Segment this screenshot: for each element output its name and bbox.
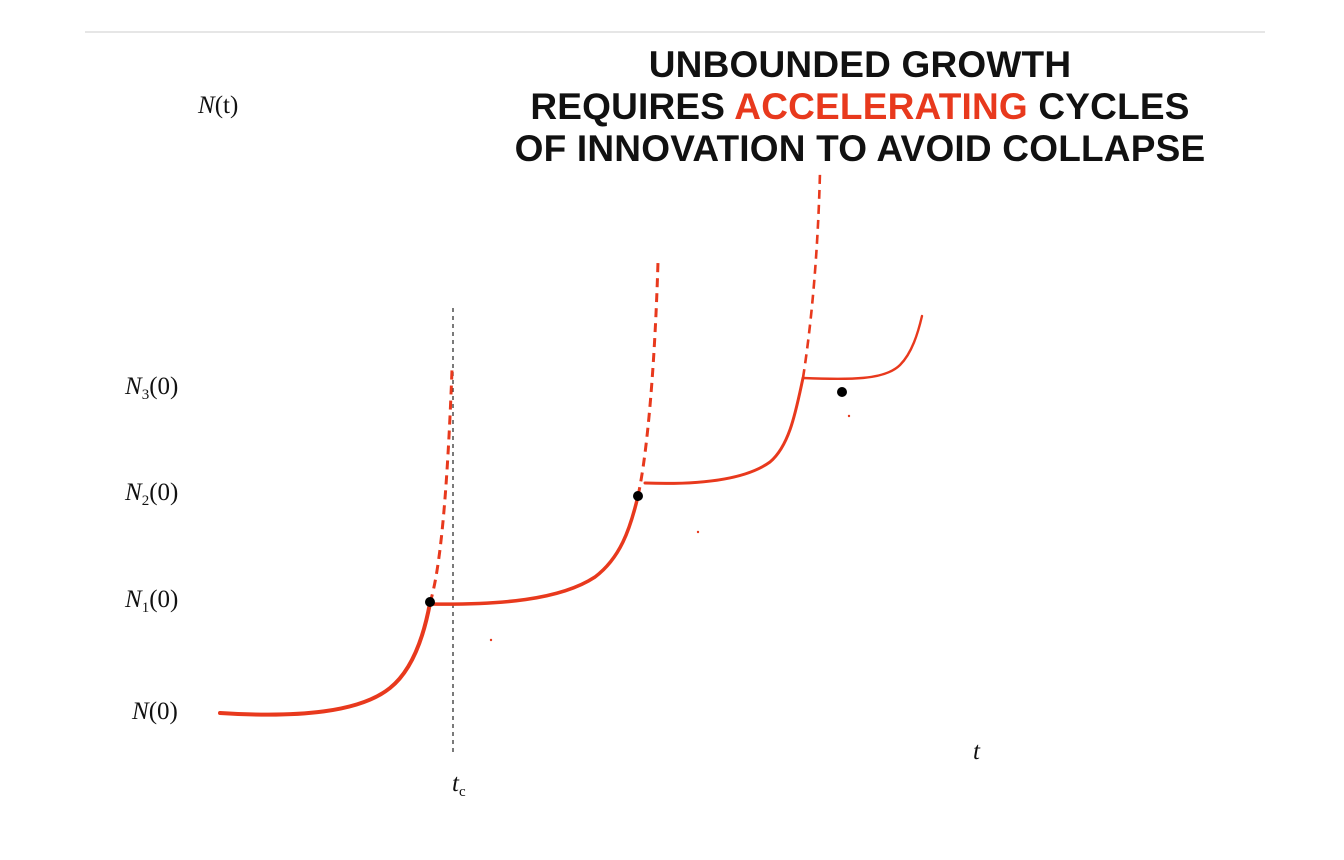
transition-point-3	[837, 387, 847, 397]
singularity-branch-1	[636, 261, 660, 497]
level-label-0: N(0)	[132, 698, 178, 725]
singularity-branch-0	[428, 369, 454, 604]
stray-mark	[847, 414, 851, 418]
growth-curve-cycle-1	[428, 494, 640, 606]
title-line-3: OF INNOVATION TO AVOID COLLAPSE	[514, 128, 1206, 169]
stray-mark	[696, 530, 700, 534]
growth-curve-cycle-2	[643, 376, 805, 485]
level-label-2: N2(0)	[125, 479, 179, 509]
title-line-2-start: REQUIRES	[530, 86, 735, 127]
level-label-3: N3(0)	[125, 373, 179, 403]
singularity-branch-2	[801, 171, 822, 379]
growth-curve-cycle-0	[218, 601, 432, 717]
title-line-2-end: CYCLES	[1027, 86, 1190, 127]
stray-mark	[489, 638, 493, 642]
transition-point-2	[633, 491, 643, 501]
transition-point-1	[425, 597, 435, 607]
title-line-1: UNBOUNDED GROWTH	[648, 44, 1072, 85]
top-divider	[85, 31, 1265, 33]
slide-title: UNBOUNDED GROWTH REQUIRES ACCELERATING C…	[470, 44, 1250, 170]
title-highlight-word: ACCELERATING	[734, 86, 1028, 127]
title-line-2: REQUIRES ACCELERATING CYCLES	[470, 86, 1250, 128]
x-axis-label: t	[973, 738, 980, 765]
y-axis-label: N(t)	[198, 92, 239, 119]
tc-label: tc	[452, 770, 466, 800]
level-label-1: N1(0)	[125, 586, 179, 616]
growth-curve-cycle-3	[801, 314, 924, 381]
